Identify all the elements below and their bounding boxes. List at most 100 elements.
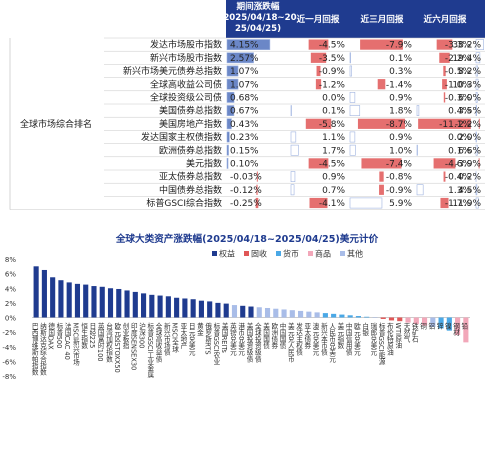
bar xyxy=(149,294,155,318)
x-tick-label: 澳元兑美元 xyxy=(311,321,319,356)
bar xyxy=(298,310,304,318)
cell-bar-neg xyxy=(316,65,321,77)
cell-value: 1.1% xyxy=(322,133,345,143)
cell-bar-pos xyxy=(226,52,254,64)
x-tick-label: 日经225 xyxy=(88,322,96,348)
bar xyxy=(157,295,163,318)
x-tick-label: 纳斯达克综合指数 xyxy=(38,321,46,376)
cell-value: 0.7% xyxy=(322,186,345,196)
bar xyxy=(223,303,229,318)
bar xyxy=(273,308,279,318)
cell-bar-neg xyxy=(308,158,329,169)
cell-bar-neg xyxy=(439,52,450,63)
legend-swatch xyxy=(340,251,345,256)
cell-value: -7.4% xyxy=(386,160,413,170)
cell-bar-pos xyxy=(475,78,479,90)
y-tick-label: -6% xyxy=(2,358,16,366)
cell-value: 1.07% xyxy=(230,80,259,90)
cell-bar-neg xyxy=(308,39,329,50)
cell-value: 0.9% xyxy=(389,133,412,143)
row-name: 发达国家主权债指数 xyxy=(141,131,222,143)
chart-title: 全球大类资产涨跌幅(2025/04/18~2025/04/25)美元计价 xyxy=(115,233,379,245)
cell-bar-neg xyxy=(360,39,403,50)
cell-value: 3.5% xyxy=(458,107,481,117)
bar xyxy=(58,280,64,318)
legend-swatch xyxy=(276,251,281,256)
cell-value: -3.5% xyxy=(319,54,346,64)
y-tick-label: -2% xyxy=(2,329,16,337)
chart-bars xyxy=(33,266,469,343)
y-tick-label: -8% xyxy=(2,373,16,381)
x-tick-label: 标普GSCI工业金属 xyxy=(146,321,154,379)
y-tick-label: 4% xyxy=(5,285,16,293)
cell-value: 0.9% xyxy=(389,94,412,104)
cell-bar-pos xyxy=(226,131,230,143)
bar xyxy=(50,277,56,318)
x-tick-label: 标普500 xyxy=(55,321,63,348)
bar xyxy=(83,284,89,318)
cell-value: 2.0% xyxy=(458,133,481,143)
bar xyxy=(91,286,97,318)
bar xyxy=(240,305,246,318)
header-bg xyxy=(226,0,485,38)
x-tick-label: 人民币兑美元 xyxy=(328,322,336,363)
legend-swatch xyxy=(212,251,217,256)
x-tick-label: 中国国债 xyxy=(278,321,286,350)
x-tick-label: 英镑兑美元 xyxy=(228,321,236,356)
cell-value: -4.5% xyxy=(319,160,346,170)
cell-value: 0.1% xyxy=(448,146,471,156)
row-name: 欧洲债券总指数 xyxy=(159,144,222,156)
cell-bar-pos xyxy=(226,78,239,90)
cell-bar-neg xyxy=(418,118,471,129)
cell-value: 6.6% xyxy=(458,146,481,156)
x-tick-label: 亚太债券 xyxy=(303,322,311,350)
cell-bar-neg xyxy=(443,171,446,182)
bar xyxy=(99,286,105,318)
cell-value: 1.8% xyxy=(389,107,412,117)
x-tick-label: 美国国债 xyxy=(262,321,270,350)
cell-value: 0.67% xyxy=(230,107,259,117)
cell-value: -3.3% xyxy=(445,41,472,51)
bar xyxy=(198,300,204,318)
x-tick-label: 全球投资级债 xyxy=(253,321,261,363)
cell-bar-neg xyxy=(361,158,402,169)
bar xyxy=(116,288,122,318)
bar xyxy=(281,309,287,318)
cell-value: 2.57% xyxy=(230,54,259,64)
bar xyxy=(380,317,386,319)
bar xyxy=(289,310,295,318)
cell-bar-neg xyxy=(478,118,480,129)
cell-value: -0.8% xyxy=(386,173,413,183)
bar xyxy=(421,317,428,326)
bar xyxy=(397,317,403,322)
x-tick-label: 钢材 xyxy=(452,322,460,336)
cell-value: 1.0% xyxy=(389,146,412,156)
bar xyxy=(355,316,361,318)
bar xyxy=(264,307,271,318)
bar xyxy=(388,317,395,321)
cell-bar-neg xyxy=(379,184,384,195)
cell-bar-pos xyxy=(226,118,232,130)
header-3: 近六月回报 xyxy=(424,13,467,25)
x-tick-label: 德国DAX xyxy=(47,321,55,350)
cell-bar-pos xyxy=(226,39,271,50)
cell-value: 0.1% xyxy=(389,54,412,64)
cell-value: -5.8% xyxy=(319,120,346,130)
legend-label: 其他 xyxy=(347,249,363,259)
bar xyxy=(446,317,452,331)
table-header: 期间涨跌幅(2025/04/18~2025/04/25) 近一月回报 近三月回报 近六… xyxy=(0,0,485,38)
cell-value: 1.07% xyxy=(230,67,259,77)
cell-value: -1.7% xyxy=(445,199,472,209)
cell-value: 1.3% xyxy=(448,186,471,196)
x-tick-label: 新兴市场债 xyxy=(162,321,170,356)
bar xyxy=(405,317,411,323)
cell-bar-pos xyxy=(475,105,477,116)
bar xyxy=(231,305,238,318)
cell-bar-pos xyxy=(226,92,235,103)
cell-bar-pos xyxy=(290,171,296,182)
x-tick-label: 镍 xyxy=(443,321,451,330)
cell-bar-neg xyxy=(443,65,446,77)
y-tick-label: 0% xyxy=(5,315,16,323)
cell-value: -0.9% xyxy=(386,186,413,196)
cell-bar-pos xyxy=(349,52,351,64)
